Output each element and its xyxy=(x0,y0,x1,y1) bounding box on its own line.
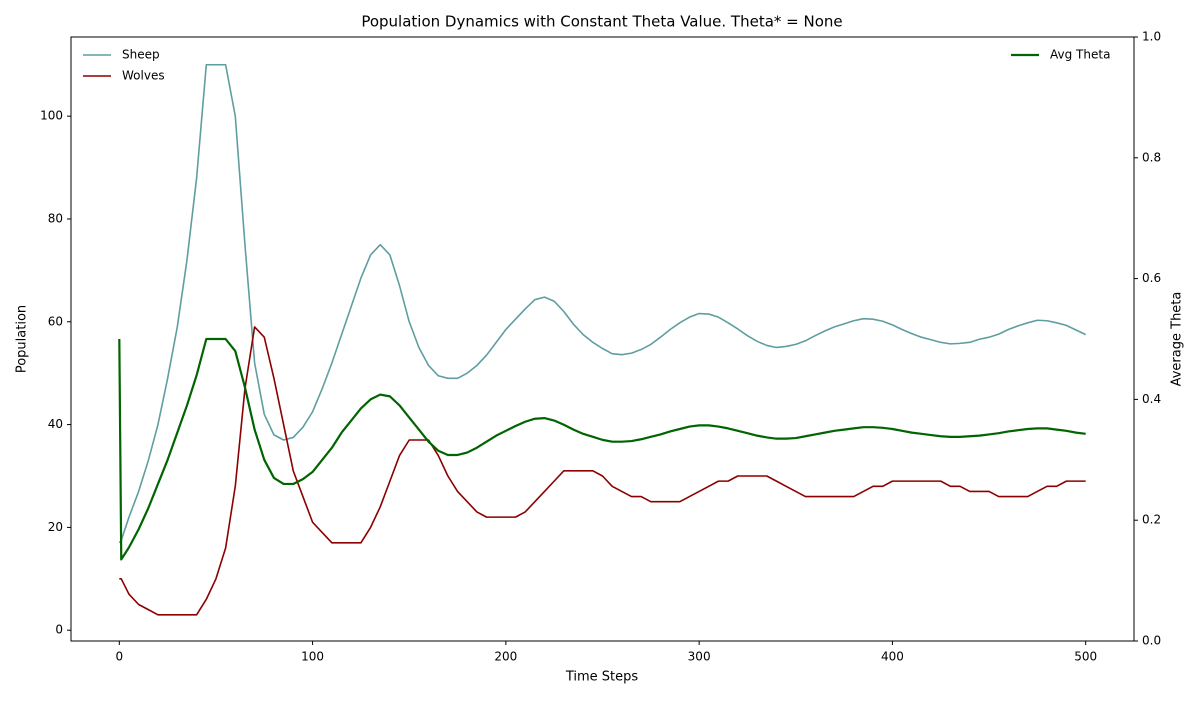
x-tick-label: 0 xyxy=(115,650,123,664)
x-tick-label: 200 xyxy=(494,650,517,664)
x-tick-label: 300 xyxy=(688,650,711,664)
y-tick-label: 80 xyxy=(48,211,63,225)
y-tick-label: 0 xyxy=(55,623,63,637)
chart-title: Population Dynamics with Constant Theta … xyxy=(361,13,842,31)
y-tick-label: 40 xyxy=(48,417,63,431)
y2-tick-label: 0.4 xyxy=(1142,392,1161,406)
x-tick-label: 400 xyxy=(881,650,904,664)
y2-axis-label: Average Theta xyxy=(1170,292,1185,387)
plot-frame xyxy=(70,36,1135,642)
x-axis-label: Time Steps xyxy=(565,670,639,685)
x-tick-label: 100 xyxy=(301,650,324,664)
y-tick-label: 100 xyxy=(40,109,63,123)
legend-label: Avg Theta xyxy=(1050,48,1110,62)
y2-tick-label: 0.2 xyxy=(1142,513,1161,527)
legend-label: Wolves xyxy=(122,69,165,83)
y-axis-label: Population xyxy=(15,305,30,373)
series-line xyxy=(119,326,1086,616)
y2-tick-label: 0.8 xyxy=(1142,150,1161,164)
series-line xyxy=(118,63,1087,544)
y2-tick-label: 0.0 xyxy=(1142,634,1161,648)
x-tick-label: 500 xyxy=(1074,650,1097,664)
y-tick-label: 20 xyxy=(48,520,63,534)
y2-tick-label: 0.6 xyxy=(1142,271,1161,285)
y-tick-label: 60 xyxy=(48,314,63,328)
legend-label: Sheep xyxy=(122,48,160,62)
series-line xyxy=(118,337,1086,561)
y2-tick-label: 1.0 xyxy=(1142,30,1161,44)
